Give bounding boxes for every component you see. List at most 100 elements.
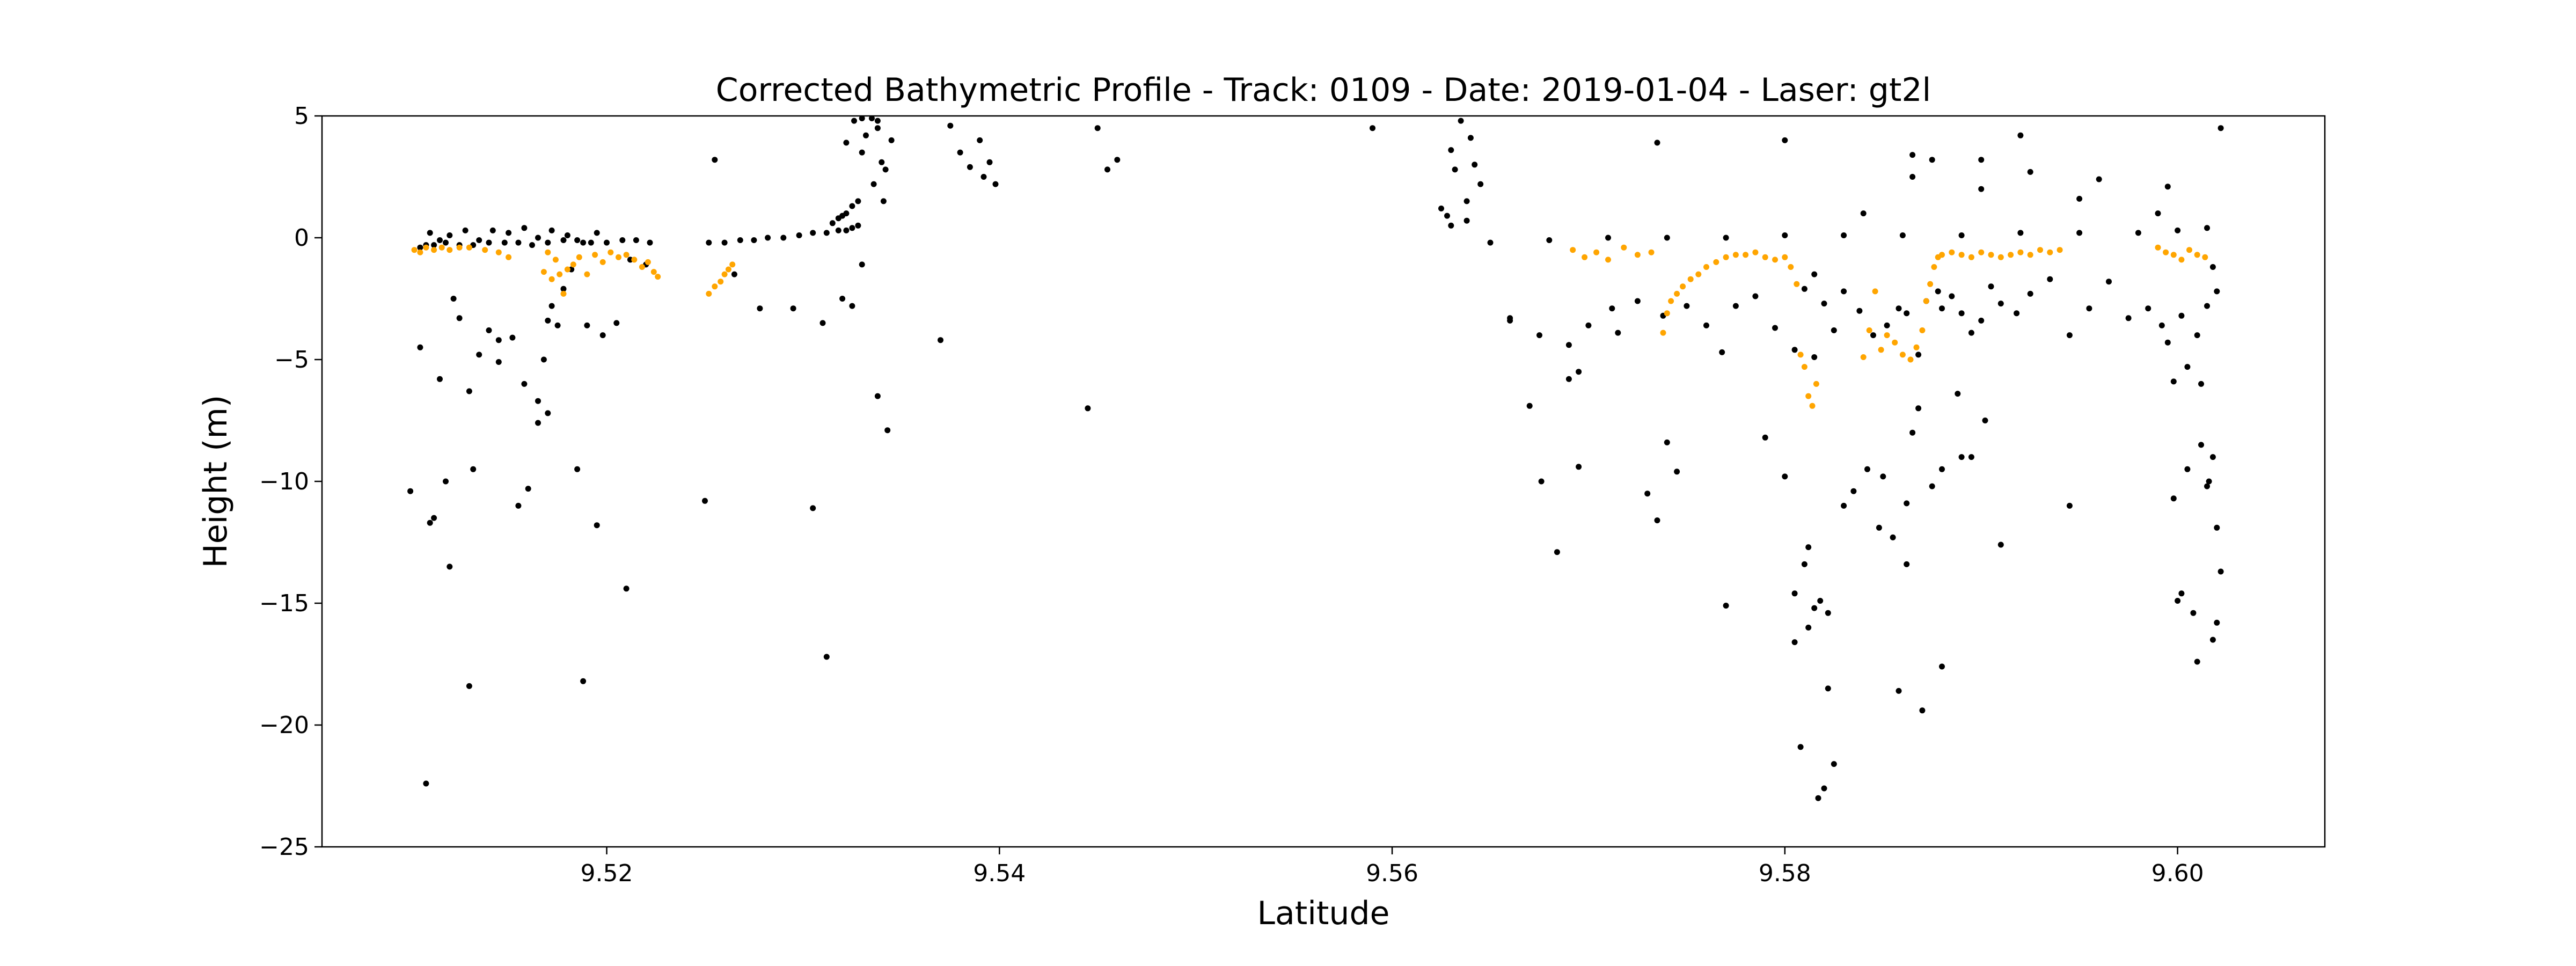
bathymetry-point-0	[411, 247, 418, 253]
bathymetry-point-28	[645, 259, 651, 265]
noise-point-264	[2027, 169, 2033, 175]
noise-point-167	[1801, 286, 1807, 292]
y-tick-label: −10	[259, 468, 309, 495]
x-tick-label: 9.58	[1759, 860, 1811, 887]
noise-point-9	[529, 242, 535, 248]
noise-point-76	[796, 232, 802, 238]
noise-point-271	[1811, 271, 1818, 277]
noise-point-31	[407, 488, 414, 494]
noise-point-49	[599, 332, 606, 339]
noise-point-81	[849, 225, 855, 231]
noise-point-142	[1664, 235, 1670, 241]
noise-point-279	[1576, 369, 1582, 375]
noise-point-232	[1909, 429, 1916, 436]
noise-point-102	[879, 159, 885, 165]
bathymetry-point-55	[1743, 252, 1749, 258]
noise-point-118	[967, 164, 973, 170]
bathymetry-point-97	[2178, 257, 2185, 263]
noise-point-42	[535, 420, 541, 426]
bathymetry-point-19	[576, 254, 582, 260]
x-tick-label: 9.56	[1366, 860, 1418, 887]
y-axis-label: Height (m)	[197, 395, 235, 568]
noise-point-274	[1615, 330, 1621, 336]
noise-point-187	[2027, 290, 2033, 297]
noise-point-56	[447, 564, 453, 570]
noise-point-22	[476, 237, 482, 243]
noise-point-250	[2198, 442, 2204, 448]
bathymetry-point-15	[557, 271, 563, 277]
noise-point-282	[1841, 502, 1847, 509]
noise-point-109	[849, 303, 855, 309]
bathymetry-point-7	[466, 244, 472, 251]
y-tick-label: −5	[274, 346, 309, 374]
noise-point-177	[1915, 352, 1922, 358]
bathymetry-point-35	[725, 266, 731, 273]
bathymetry-point-61	[1794, 281, 1800, 287]
noise-point-89	[702, 497, 708, 504]
noise-point-140	[1546, 237, 1553, 243]
bathymetry-point-79	[1931, 264, 1937, 270]
noise-point-44	[548, 303, 555, 309]
noise-point-3	[443, 239, 449, 246]
noise-point-260	[1909, 152, 1916, 158]
noise-point-227	[1864, 466, 1870, 472]
noise-point-86	[790, 305, 796, 312]
bathymetry-point-100	[2202, 254, 2208, 260]
noise-point-18	[427, 230, 433, 236]
bathymetry-point-37	[1570, 247, 1576, 253]
noise-point-59	[525, 486, 531, 492]
noise-point-281	[1723, 603, 1729, 609]
bathymetry-point-38	[1582, 254, 1588, 260]
noise-point-221	[1831, 761, 1837, 767]
noise-point-77	[810, 230, 816, 236]
bathymetry-point-1	[417, 249, 423, 255]
noise-point-30	[594, 230, 600, 236]
noise-point-273	[1507, 317, 1513, 324]
noise-point-50	[613, 320, 620, 326]
noise-point-150	[2135, 230, 2141, 236]
bathymetry-point-63	[1801, 364, 1807, 370]
bathymetry-point-57	[1762, 254, 1768, 260]
noise-point-104	[888, 137, 895, 143]
noise-point-132	[1458, 118, 1464, 124]
bathymetry-point-94	[2155, 244, 2161, 251]
bathymetry-point-53	[1723, 254, 1729, 260]
noise-point-58	[495, 337, 502, 343]
bathymetry-point-50	[1695, 271, 1702, 277]
noise-point-11	[560, 237, 567, 243]
noise-point-266	[2096, 176, 2102, 182]
bathymetry-point-48	[1680, 283, 1686, 290]
noise-point-154	[1536, 332, 1542, 339]
noise-point-157	[1609, 305, 1615, 312]
bathymetry-point-59	[1782, 254, 1788, 260]
noise-point-196	[2170, 378, 2177, 385]
noise-point-151	[2175, 227, 2181, 233]
noise-point-175	[1896, 305, 1902, 312]
noise-point-184	[1988, 283, 1994, 290]
bathymetry-point-43	[1648, 249, 1655, 255]
bathymetry-point-52	[1713, 259, 1719, 265]
x-tick-label: 9.52	[581, 860, 633, 887]
noise-point-228	[1876, 524, 1882, 531]
noise-point-191	[2106, 279, 2112, 285]
noise-point-115	[938, 337, 943, 343]
noise-point-208	[1654, 517, 1660, 524]
bathymetry-point-66	[1813, 380, 1819, 387]
noise-point-186	[2014, 310, 2020, 317]
noise-point-201	[2209, 264, 2216, 270]
noise-point-105	[870, 181, 877, 187]
bathymetry-point-40	[1605, 257, 1611, 263]
bathymetry-point-18	[570, 261, 576, 268]
bathymetry-point-17	[564, 266, 570, 273]
y-tick-label: −15	[259, 590, 309, 617]
bathymetry-point-31	[706, 290, 712, 297]
bathymetry-point-84	[1968, 254, 1974, 260]
noise-point-231	[1904, 500, 1910, 507]
noise-point-181	[1958, 310, 1965, 317]
bathymetry-point-2	[423, 244, 429, 251]
noise-point-74	[765, 235, 771, 241]
noise-point-33	[443, 478, 449, 485]
x-axis: 9.52 9.54 9.56 9.58 9.60	[581, 847, 2204, 887]
noise-point-75	[780, 235, 787, 241]
noise-point-258	[2209, 636, 2216, 643]
